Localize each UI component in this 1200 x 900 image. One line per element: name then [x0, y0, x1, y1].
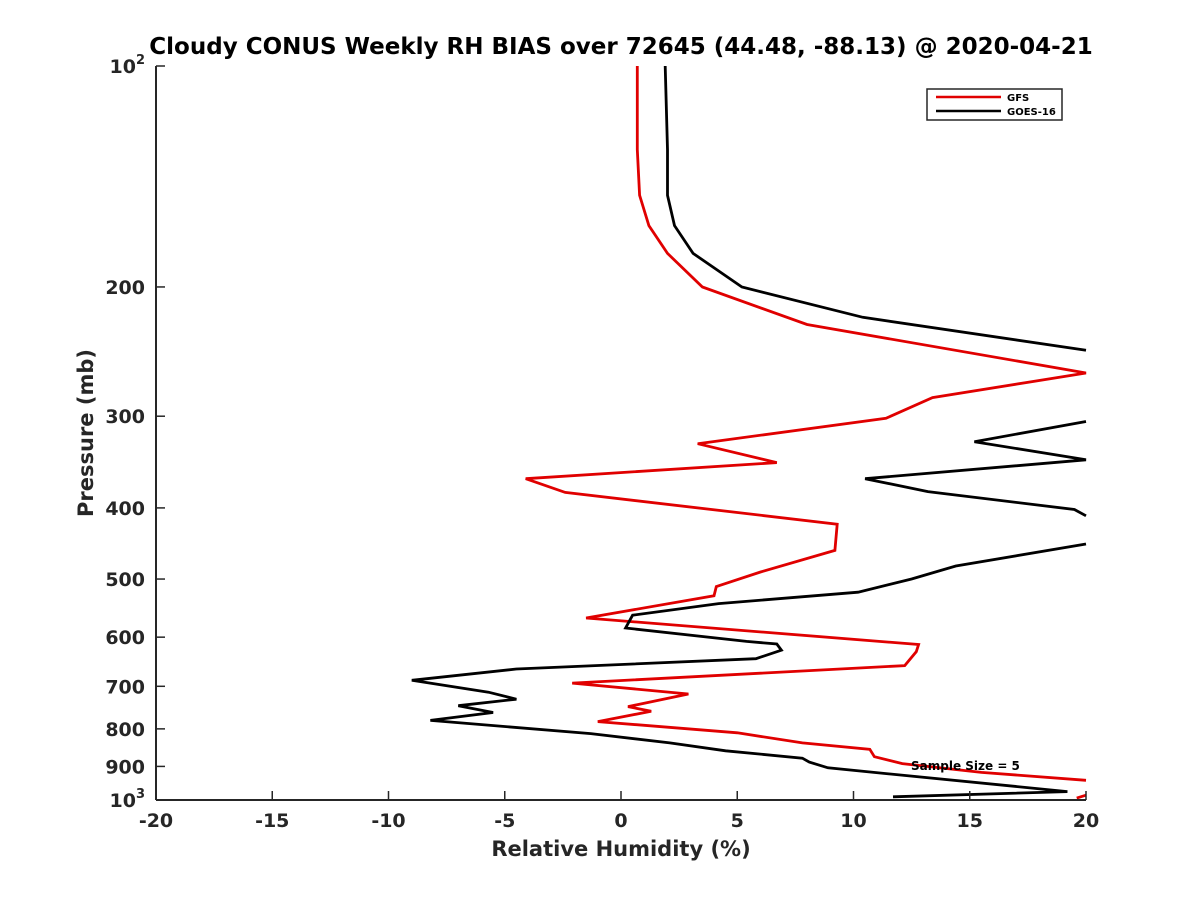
y-axis-ticks: 102 200 300 400 500 600 700 800 900 103	[105, 53, 165, 812]
series-line-gfs	[1076, 793, 1087, 800]
legend-box	[926, 88, 1063, 121]
y-tick-label: 400	[105, 498, 145, 520]
y-tick-label: 500	[105, 569, 145, 591]
x-axis-ticks: -20 -15 -10 -5 0 5 10 15 20	[139, 791, 1099, 832]
chart-title: Cloudy CONUS Weekly RH BIAS over 72645 (…	[149, 34, 1092, 60]
series-layer	[411, 65, 1087, 800]
y-tick-label: 200	[105, 277, 145, 299]
x-tick-label: -10	[371, 810, 405, 832]
series-line-gfs	[525, 66, 1087, 782]
legend-label-gfs: GFS	[1007, 93, 1029, 104]
legend: GFS GOES-16	[926, 88, 1063, 121]
plot-area: -20 -15 -10 -5 0 5 10 15 20 102 200 300 400 500 600 70…	[105, 53, 1099, 832]
sample-size-annotation: Sample Size = 5	[911, 759, 1020, 773]
y-tick-label: 700	[105, 676, 145, 698]
y-tick-label: 102	[110, 53, 146, 78]
x-axis-label: Relative Humidity (%)	[491, 837, 750, 861]
x-tick-label: 15	[957, 810, 983, 832]
y-tick-label: 900	[105, 756, 145, 778]
x-tick-label: 20	[1073, 810, 1099, 832]
legend-label-goes16: GOES-16	[1007, 107, 1056, 118]
x-tick-label: -5	[494, 810, 515, 832]
y-tick-label: 300	[105, 406, 145, 428]
x-tick-label: -15	[255, 810, 289, 832]
series-line-goes16	[663, 65, 1087, 352]
y-axis-label: Pressure (mb)	[74, 349, 98, 517]
x-tick-label: -20	[139, 810, 173, 832]
x-tick-label: 0	[614, 810, 627, 832]
y-tick-label: 800	[105, 719, 145, 741]
y-tick-label: 103	[110, 787, 146, 812]
x-tick-label: 10	[840, 810, 866, 832]
plot-background	[156, 66, 1086, 800]
series-line-goes16	[411, 542, 1087, 799]
series-line-goes16	[864, 420, 1087, 518]
x-tick-label: 5	[731, 810, 744, 832]
y-tick-label: 600	[105, 627, 145, 649]
